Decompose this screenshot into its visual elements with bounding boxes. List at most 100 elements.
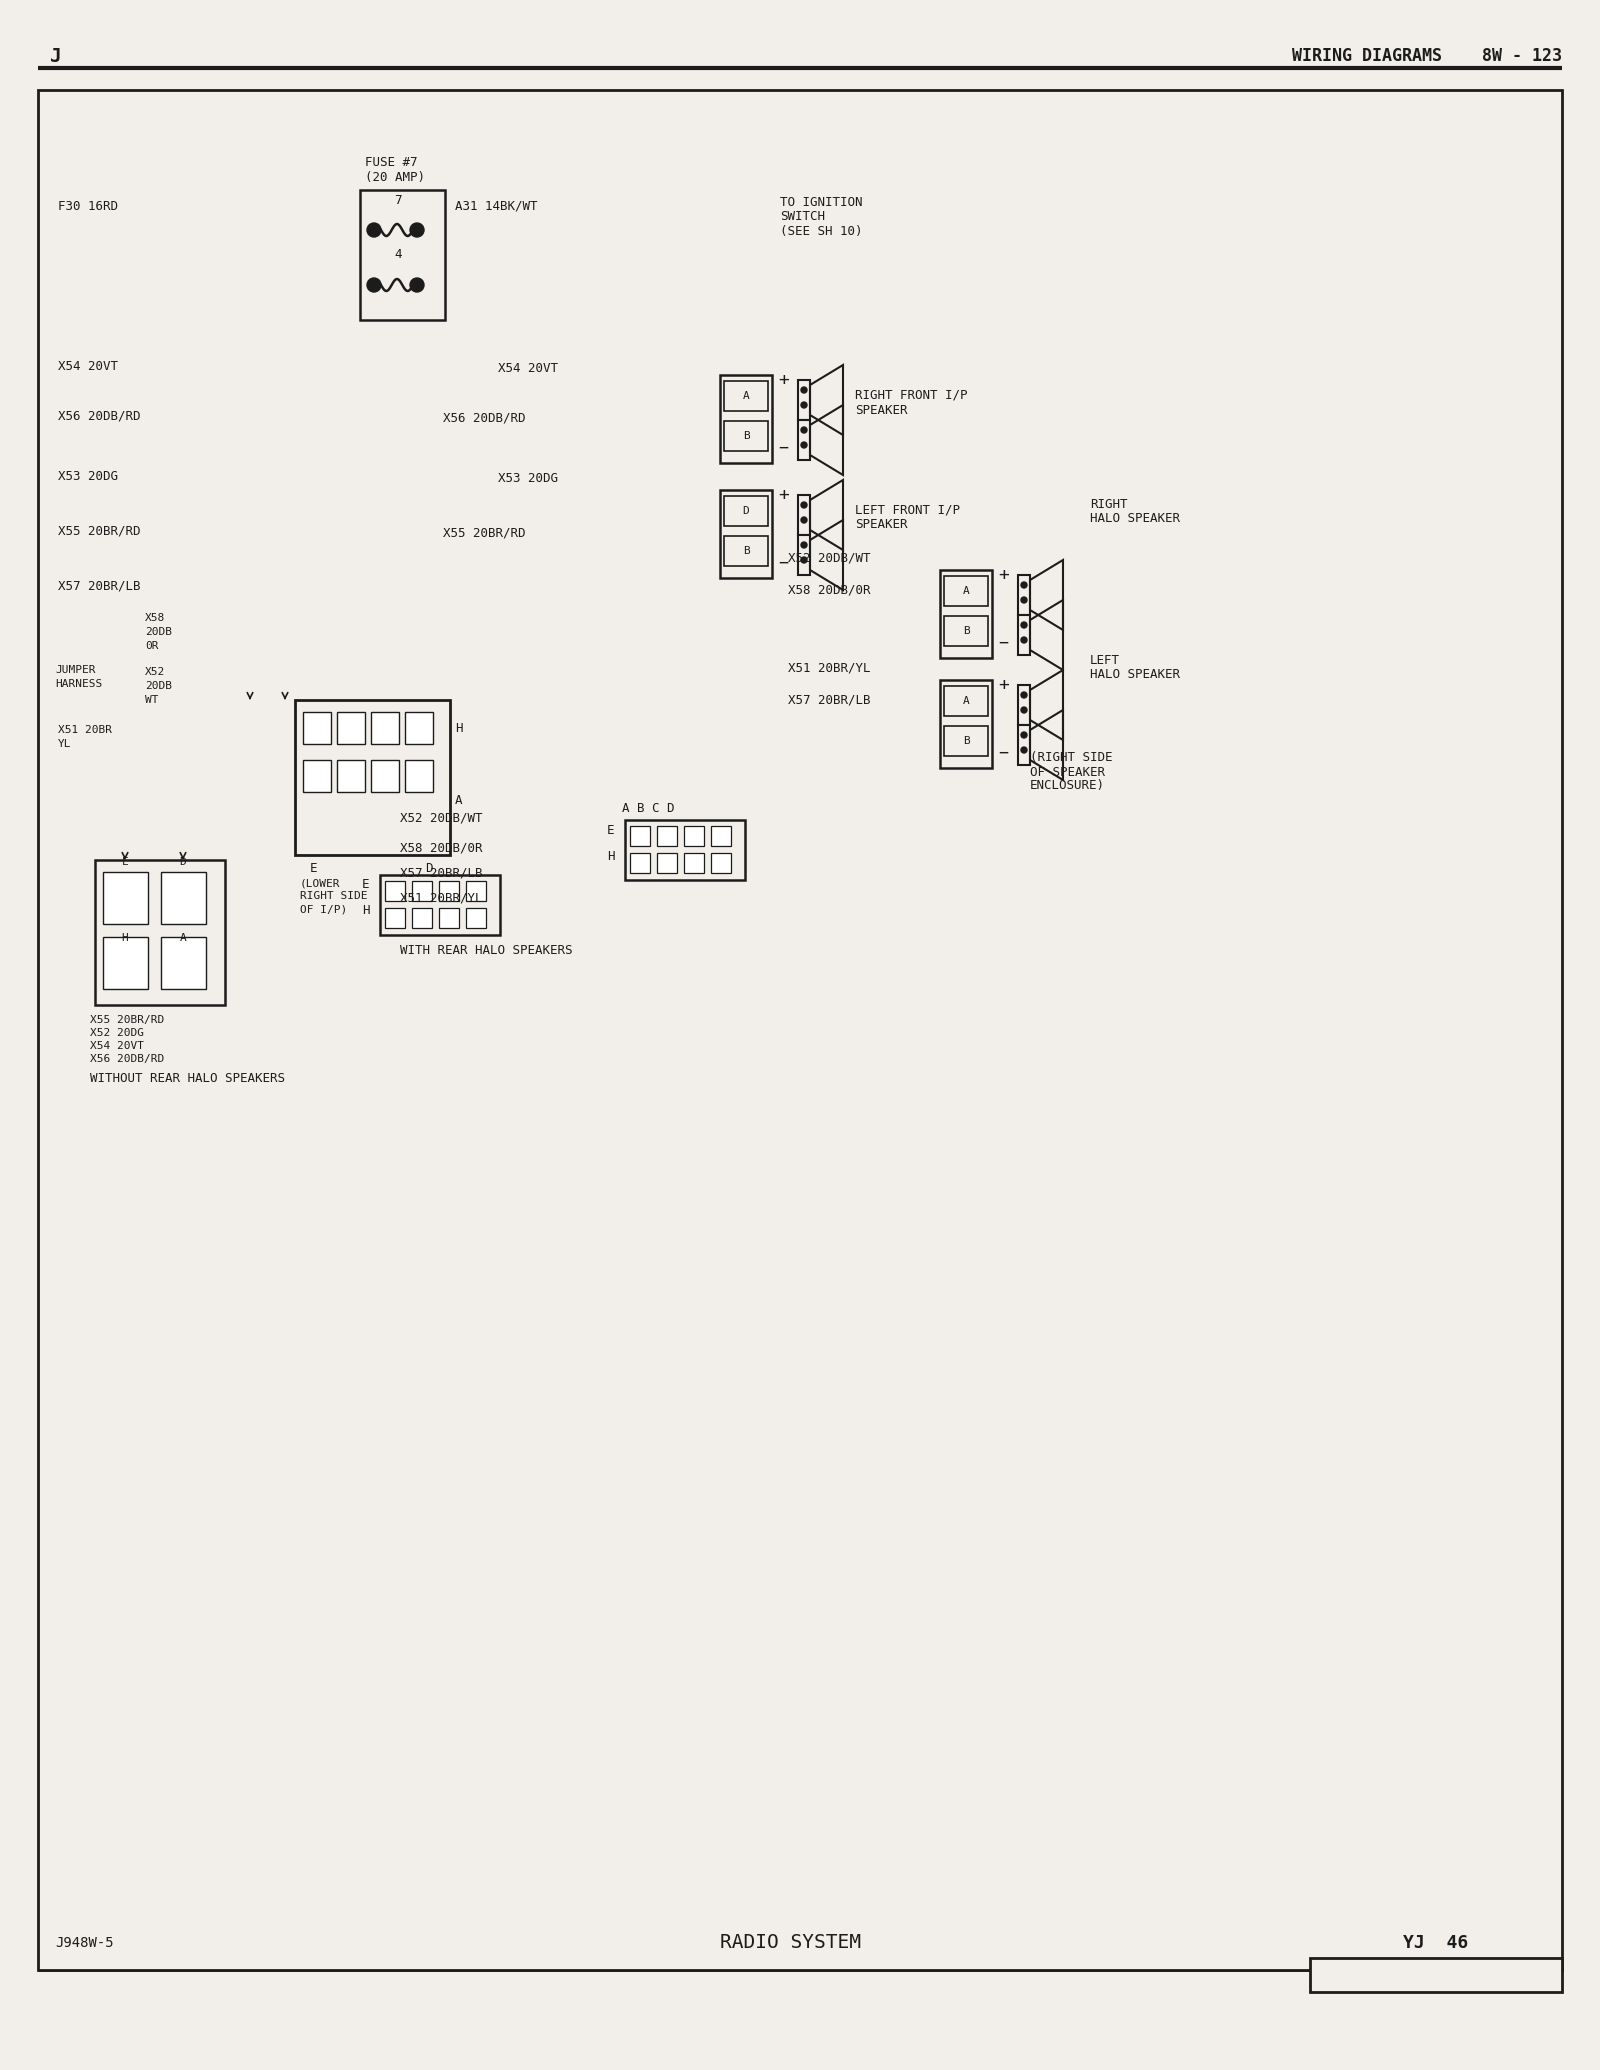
Bar xyxy=(1018,685,1030,724)
Bar xyxy=(941,681,992,768)
Text: HALO SPEAKER: HALO SPEAKER xyxy=(1090,513,1181,526)
Circle shape xyxy=(1021,747,1027,753)
Bar xyxy=(710,853,731,874)
Bar xyxy=(944,685,989,716)
Text: A: A xyxy=(963,696,970,706)
Text: LEFT FRONT I/P: LEFT FRONT I/P xyxy=(854,503,960,518)
Bar xyxy=(1018,615,1030,654)
Circle shape xyxy=(802,443,806,447)
Bar xyxy=(102,871,147,923)
Text: D: D xyxy=(426,863,432,876)
Text: SWITCH: SWITCH xyxy=(781,211,826,224)
Text: A: A xyxy=(454,793,462,807)
Bar xyxy=(405,712,434,743)
Text: A: A xyxy=(179,934,186,944)
Text: X57 20BR/LB: X57 20BR/LB xyxy=(58,580,141,592)
Text: H: H xyxy=(122,934,128,944)
Text: X53 20DG: X53 20DG xyxy=(498,472,558,484)
Circle shape xyxy=(1021,582,1027,588)
Text: D: D xyxy=(179,857,186,867)
Text: WIRING DIAGRAMS    8W - 123: WIRING DIAGRAMS 8W - 123 xyxy=(1293,48,1562,64)
Text: J948W-5: J948W-5 xyxy=(54,1935,114,1950)
Circle shape xyxy=(1021,638,1027,644)
Circle shape xyxy=(802,503,806,507)
Bar xyxy=(294,700,450,855)
Text: 4: 4 xyxy=(394,248,402,261)
Bar xyxy=(1018,575,1030,615)
Text: X54 20VT: X54 20VT xyxy=(498,362,558,375)
Bar xyxy=(941,569,992,658)
Circle shape xyxy=(1021,596,1027,602)
Bar xyxy=(685,853,704,874)
Text: 20DB: 20DB xyxy=(146,627,173,638)
Text: X51 20BR: X51 20BR xyxy=(58,724,112,735)
Bar xyxy=(438,882,459,900)
Text: +: + xyxy=(778,371,789,389)
Bar xyxy=(1018,724,1030,766)
Text: A: A xyxy=(963,586,970,596)
Circle shape xyxy=(802,387,806,393)
Text: HALO SPEAKER: HALO SPEAKER xyxy=(1090,667,1181,681)
Text: X51 20BR/YL: X51 20BR/YL xyxy=(787,662,870,675)
Bar xyxy=(944,575,989,607)
Text: X57 20BR/LB: X57 20BR/LB xyxy=(787,693,870,706)
Bar xyxy=(102,938,147,989)
Text: X55 20BR/RD: X55 20BR/RD xyxy=(58,524,141,538)
Bar xyxy=(798,381,810,420)
Bar xyxy=(723,536,768,565)
Text: D: D xyxy=(742,505,749,515)
Bar xyxy=(723,381,768,412)
Text: HARNESS: HARNESS xyxy=(54,679,102,689)
Text: RIGHT SIDE: RIGHT SIDE xyxy=(301,890,368,900)
Text: X57 20BR/LB: X57 20BR/LB xyxy=(400,867,483,880)
Bar xyxy=(723,420,768,451)
Text: SPEAKER: SPEAKER xyxy=(854,518,907,532)
Text: WITHOUT REAR HALO SPEAKERS: WITHOUT REAR HALO SPEAKERS xyxy=(90,1072,285,1085)
Bar xyxy=(798,534,810,575)
Text: E: E xyxy=(362,878,370,892)
Text: +: + xyxy=(778,486,789,503)
Circle shape xyxy=(410,224,424,236)
Bar xyxy=(413,909,432,927)
Bar xyxy=(798,495,810,534)
Text: E: E xyxy=(122,857,128,867)
Text: X58 20DB/0R: X58 20DB/0R xyxy=(787,584,870,596)
Bar xyxy=(162,938,206,989)
Bar xyxy=(720,491,771,578)
Text: X58: X58 xyxy=(146,613,165,623)
Text: −: − xyxy=(778,555,787,571)
Circle shape xyxy=(366,277,381,292)
Text: X54 20VT: X54 20VT xyxy=(58,360,118,373)
Text: RIGHT: RIGHT xyxy=(1090,499,1128,511)
Text: B: B xyxy=(742,546,749,557)
Bar xyxy=(371,760,398,793)
Text: +: + xyxy=(998,565,1010,584)
Bar xyxy=(338,760,365,793)
Text: X55 20BR/RD: X55 20BR/RD xyxy=(443,526,525,540)
Circle shape xyxy=(1021,708,1027,712)
Bar xyxy=(302,712,331,743)
Text: ENCLOSURE): ENCLOSURE) xyxy=(1030,780,1106,793)
Text: 20DB: 20DB xyxy=(146,681,173,691)
Circle shape xyxy=(1021,691,1027,698)
Circle shape xyxy=(802,426,806,433)
Text: LEFT: LEFT xyxy=(1090,654,1120,667)
Circle shape xyxy=(410,277,424,292)
Bar xyxy=(658,826,677,847)
Bar xyxy=(360,190,445,321)
Text: J: J xyxy=(50,46,62,66)
Text: F30 16RD: F30 16RD xyxy=(58,199,118,213)
Text: 0R: 0R xyxy=(146,642,158,650)
Text: (RIGHT SIDE: (RIGHT SIDE xyxy=(1030,751,1112,764)
Text: X52 20DB/WT: X52 20DB/WT xyxy=(787,551,870,565)
Bar xyxy=(386,882,405,900)
Circle shape xyxy=(1021,733,1027,739)
Text: H: H xyxy=(362,905,370,917)
Bar xyxy=(405,760,434,793)
Text: RIGHT FRONT I/P: RIGHT FRONT I/P xyxy=(854,389,968,402)
Bar xyxy=(466,909,486,927)
Bar xyxy=(685,826,704,847)
Bar xyxy=(413,882,432,900)
Text: YL: YL xyxy=(58,739,72,749)
Text: −: − xyxy=(998,743,1008,762)
